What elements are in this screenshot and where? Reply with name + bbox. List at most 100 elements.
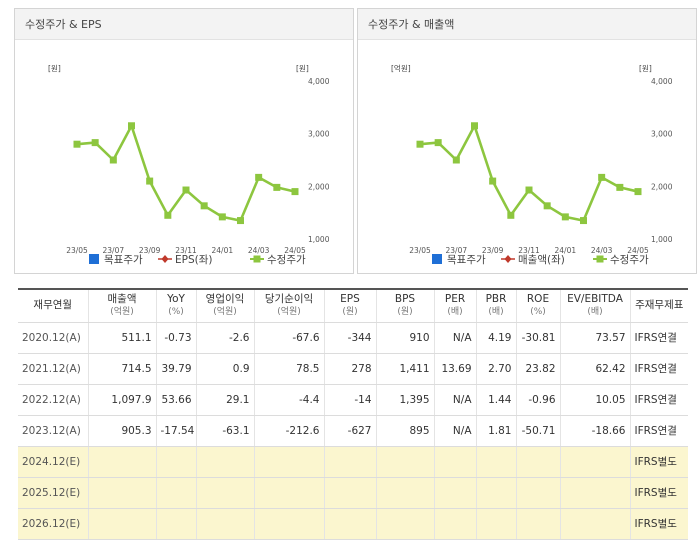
x-tick-label: 23/05 <box>66 246 88 255</box>
column-unit: (%) <box>168 306 184 317</box>
data-point <box>507 211 515 219</box>
period-cell: 2024.12(E) <box>18 446 89 478</box>
data-point <box>200 202 208 210</box>
table-row: 2023.12(A) 905.3 -17.54 -63.1 -212.6 -627 895 N… <box>18 415 688 447</box>
value-cell <box>88 446 157 478</box>
right-axis-unit: [원] <box>639 64 652 73</box>
value-cell <box>254 508 325 540</box>
statement-type-cell: IFRS별도 <box>630 508 688 540</box>
period-cell: 2022.12(A) <box>18 384 89 416</box>
x-tick-label: 23/09 <box>139 246 161 255</box>
value-cell: 10.05 <box>560 384 631 416</box>
table-header-row: 재무연월 매출액 (억원) YoY (%) 영업이익 (억원) 당기순이익 (억원) EPS (원)… <box>18 289 688 323</box>
x-tick-label: 24/03 <box>591 246 613 255</box>
period-cell: 2025.12(E) <box>18 477 89 509</box>
y-tick-label: 3,000 <box>651 130 673 139</box>
value-cell: N/A <box>434 322 477 354</box>
y-tick-label: 1,000 <box>651 235 673 244</box>
data-point <box>109 156 117 164</box>
data-point <box>489 177 497 185</box>
data-point <box>128 122 135 130</box>
value-cell <box>376 508 435 540</box>
value-cell <box>434 508 477 540</box>
legend-item[interactable]: EPS(좌) <box>158 254 212 266</box>
price-revenue-chart: [억원] [원] 4,000 3,000 2,000 1,000 23/05 23/07 23/… <box>391 64 673 266</box>
value-cell: 78.5 <box>254 353 325 385</box>
data-point <box>561 213 569 221</box>
value-cell: 1,411 <box>376 353 435 385</box>
right-axis-unit: [원] <box>296 64 309 73</box>
legend-item[interactable]: 수정주가 <box>250 254 306 266</box>
column-label: 당기순이익 <box>264 292 314 305</box>
value-cell: 1.44 <box>476 384 517 416</box>
legend-label: 수정주가 <box>610 254 649 266</box>
value-cell: 895 <box>376 415 435 447</box>
data-point <box>580 217 587 225</box>
x-tick-label: 23/11 <box>518 246 540 255</box>
value-cell <box>376 446 435 478</box>
column-unit: (원) <box>342 306 358 317</box>
value-cell: 4.19 <box>476 322 517 354</box>
column-header: 매출액 (억원) <box>88 289 157 323</box>
period-cell: 2026.12(E) <box>18 508 89 540</box>
column-unit: (배) <box>488 306 504 317</box>
data-point <box>237 217 244 225</box>
value-cell: -67.6 <box>254 322 325 354</box>
series-line <box>419 124 639 222</box>
column-unit: (배) <box>587 306 603 317</box>
data-point <box>218 213 226 221</box>
legend-item[interactable]: 목표주가 <box>432 254 486 266</box>
y-tick-label: 4,000 <box>651 77 673 86</box>
value-cell: 23.82 <box>516 353 561 385</box>
blue-square-icon <box>432 254 442 264</box>
value-cell: 714.5 <box>88 353 157 385</box>
legend-item[interactable]: 수정주가 <box>593 254 649 266</box>
value-cell: 13.69 <box>434 353 477 385</box>
x-tick-label: 23/07 <box>446 246 468 255</box>
value-cell <box>560 477 631 509</box>
value-cell <box>88 508 157 540</box>
data-point <box>146 177 154 185</box>
value-cell <box>516 477 561 509</box>
column-header: 주재무제표 <box>630 289 688 323</box>
data-point <box>598 173 606 181</box>
value-cell: -63.1 <box>196 415 255 447</box>
panel-title: 수정주가 & 매출액 <box>358 9 696 40</box>
data-point <box>164 211 172 219</box>
value-cell: -0.96 <box>516 384 561 416</box>
value-cell <box>254 477 325 509</box>
value-cell: 39.79 <box>156 353 197 385</box>
value-cell <box>324 508 377 540</box>
period-cell: 2021.12(A) <box>18 353 89 385</box>
data-point <box>273 183 281 191</box>
y-tick-label: 3,000 <box>308 130 330 139</box>
value-cell: 511.1 <box>88 322 157 354</box>
value-cell: 278 <box>324 353 377 385</box>
column-header: EV/EBITDA (배) <box>560 289 631 323</box>
table-row: 2024.12(E) IFRS별도 <box>18 446 688 478</box>
data-point <box>525 186 533 194</box>
x-tick-label: 23/07 <box>103 246 125 255</box>
table-row: 2021.12(A) 714.5 39.79 0.9 78.5 278 1,411 13.69… <box>18 353 688 385</box>
data-point <box>73 140 81 148</box>
value-cell: N/A <box>434 415 477 447</box>
value-cell: 2.70 <box>476 353 517 385</box>
column-header: 당기순이익 (억원) <box>254 289 325 323</box>
value-cell <box>88 477 157 509</box>
data-point <box>91 139 99 147</box>
column-unit: (원) <box>397 306 413 317</box>
column-header: EPS (원) <box>324 289 377 323</box>
x-tick-label: 23/09 <box>482 246 504 255</box>
value-cell <box>324 477 377 509</box>
value-cell <box>156 477 197 509</box>
value-cell <box>434 446 477 478</box>
financial-summary-table: 재무연월 매출액 (억원) YoY (%) 영업이익 (억원) 당기순이익 (억원) EPS (원)… <box>18 288 688 540</box>
value-cell <box>376 477 435 509</box>
legend-item[interactable]: 매출액(좌) <box>501 254 565 266</box>
legend-item[interactable]: 목표주가 <box>89 254 143 266</box>
value-cell: 905.3 <box>88 415 157 447</box>
data-point <box>543 202 551 210</box>
value-cell: 0.9 <box>196 353 255 385</box>
legend-label: EPS(좌) <box>175 254 212 266</box>
value-cell: -17.54 <box>156 415 197 447</box>
